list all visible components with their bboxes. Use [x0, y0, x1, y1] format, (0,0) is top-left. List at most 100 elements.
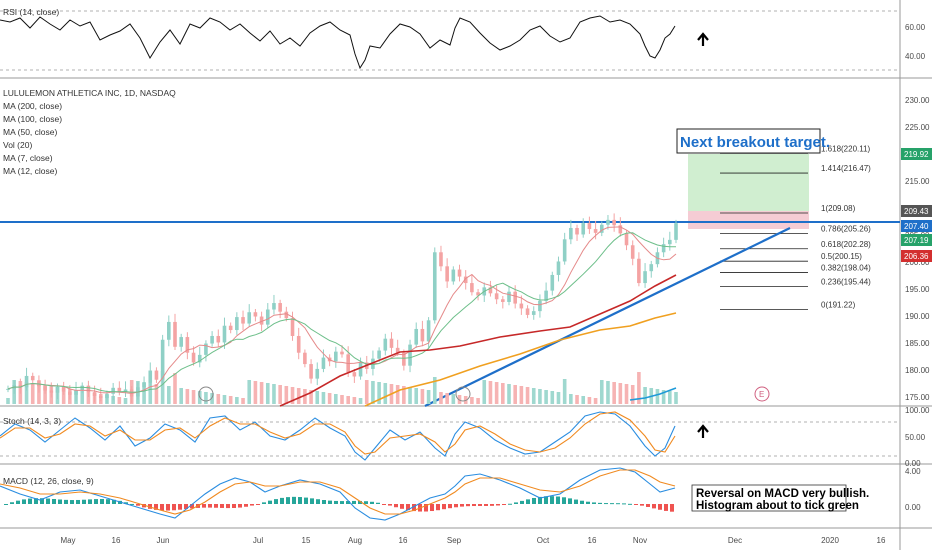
candle-body	[80, 385, 85, 390]
volume-bar	[241, 398, 245, 404]
volume-bar	[154, 384, 159, 404]
candle-body	[105, 393, 109, 399]
macd-bar	[544, 496, 548, 504]
candle-body	[352, 372, 357, 377]
fib-label-5: 0.5(200.15)	[821, 252, 862, 261]
price-tag-4: 206.36	[904, 252, 929, 261]
candle-body	[253, 312, 258, 317]
volume-bar	[674, 392, 678, 404]
candle-body	[507, 291, 511, 302]
up-arrow-icon-stoch	[697, 424, 709, 438]
rsi-line	[0, 15, 676, 70]
macd-bar	[16, 500, 20, 504]
volume-bar	[290, 387, 295, 404]
volume-bar	[265, 383, 270, 404]
price-tick-1: 225.00	[905, 123, 930, 132]
volume-bar	[37, 384, 41, 404]
macd-bar	[94, 499, 98, 504]
macd-bar	[58, 499, 62, 504]
volume-bar	[148, 383, 153, 404]
macd-bar	[646, 504, 650, 507]
price-tag-bg-3	[901, 234, 932, 246]
macd-bar	[610, 503, 614, 505]
macd-bar	[472, 504, 476, 507]
candle-body	[581, 223, 586, 235]
price-tag-bg-0	[901, 148, 932, 160]
candle-body	[562, 239, 567, 262]
volume-bar	[544, 390, 548, 404]
candle-body	[222, 325, 227, 343]
macd-bar	[148, 504, 152, 509]
earnings-marker	[754, 386, 770, 402]
dividend-marker-2	[455, 386, 471, 402]
candle-body	[587, 223, 592, 230]
volume-bar	[352, 397, 357, 404]
earnings-marker-label: E	[759, 390, 764, 399]
macd-bar	[652, 504, 656, 509]
macd-bar	[574, 499, 578, 504]
macd-bar	[40, 498, 44, 504]
macd-bar	[424, 504, 428, 512]
fib-label-3: 0.786(205.26)	[821, 225, 871, 234]
candle-body	[445, 266, 449, 282]
price-tick-7: 195.00	[905, 285, 930, 294]
x-tick-6: 16	[399, 536, 408, 545]
volume-bar	[327, 393, 332, 404]
volume-bar	[556, 392, 561, 404]
candle-body	[488, 287, 493, 294]
candle-body	[501, 299, 505, 302]
candle-body	[383, 338, 388, 351]
macd-bar	[520, 500, 524, 504]
volume-bar	[247, 380, 252, 404]
macd-bar	[502, 504, 506, 505]
loss-zone	[688, 211, 809, 229]
macd-tick-0: 0.00	[905, 503, 921, 512]
price-axis: 230.00225.00220.00215.00210.00205.00200.…	[905, 96, 930, 402]
macd-bar	[190, 504, 194, 509]
candle-body	[167, 321, 171, 340]
candle-body	[630, 245, 635, 259]
price-tick-9: 185.00	[905, 339, 930, 348]
candle-body	[241, 317, 245, 324]
macd-bar	[406, 504, 410, 511]
candle-body	[117, 387, 122, 393]
stoch-tick-100: 100.00	[905, 406, 930, 415]
macd-bar	[586, 501, 590, 504]
price-tag-2: 207.40	[904, 222, 929, 231]
volume-bar	[488, 381, 493, 404]
volume-bar	[420, 389, 425, 404]
macd-bar	[70, 500, 74, 504]
candle-body	[272, 303, 276, 310]
candle-body	[309, 364, 313, 379]
candle-body	[185, 337, 190, 353]
candle-body	[426, 320, 431, 342]
candlesticks	[6, 213, 678, 403]
symbol-legend: LULULEMON ATHLETICA INC, 1D, NASDAQ	[3, 88, 176, 98]
volume-bar	[550, 391, 555, 404]
macd-bar	[490, 504, 494, 506]
volume-bar	[599, 380, 604, 404]
macd-bar	[592, 502, 596, 504]
x-tick-10: Nov	[633, 536, 647, 545]
volume-bar	[334, 394, 338, 404]
x-tick-4: 15	[302, 536, 311, 545]
volume-bar	[204, 392, 208, 404]
macd-bar	[256, 504, 260, 505]
fib-label-2: 1(209.08)	[821, 204, 856, 213]
candle-body	[296, 335, 301, 353]
candle-body	[235, 317, 239, 331]
candle-body	[259, 316, 264, 325]
macd-bar	[220, 504, 224, 508]
volume-bar	[123, 398, 128, 404]
volume-bar	[278, 385, 282, 404]
price-tag-bg-2	[901, 220, 932, 232]
macd-bar	[136, 504, 140, 506]
legend-ma12: MA (12, close)	[3, 166, 57, 176]
candle-body	[531, 311, 536, 315]
price-tag-bg-1	[901, 205, 932, 217]
candle-body	[321, 357, 326, 369]
candle-body	[612, 219, 616, 226]
stoch-d-line	[0, 411, 676, 455]
volume-bar	[395, 385, 400, 404]
